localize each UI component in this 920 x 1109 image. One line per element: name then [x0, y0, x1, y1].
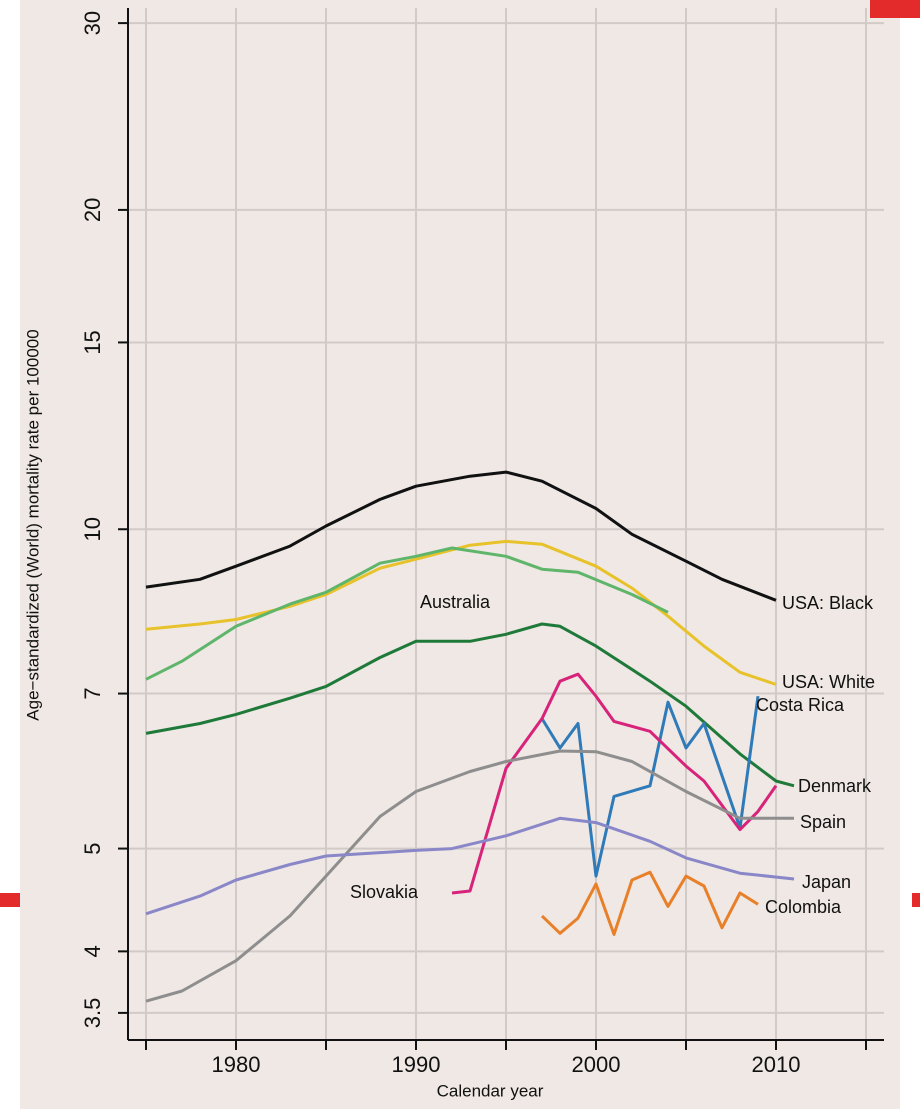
series-line — [540, 695, 760, 878]
x-tick-label: 2010 — [752, 1052, 801, 1077]
series-label: Australia — [420, 592, 491, 612]
x-tick-label: 1980 — [212, 1052, 261, 1077]
series-label: Slovakia — [350, 882, 419, 902]
series-label: USA: White — [782, 672, 875, 692]
y-tick-label: 4 — [80, 945, 105, 957]
series-label: Spain — [800, 812, 846, 832]
y-tick-label: 5 — [80, 842, 105, 854]
plot-background — [20, 0, 900, 1109]
series-label: Colombia — [765, 897, 842, 917]
series-label: Denmark — [798, 776, 872, 796]
decor-red — [0, 893, 20, 907]
y-tick-label: 30 — [80, 11, 105, 35]
y-tick-label: 20 — [80, 198, 105, 222]
x-axis-label: Calendar year — [437, 1081, 544, 1100]
y-tick-label: 7 — [80, 687, 105, 699]
decor-red — [870, 0, 920, 18]
y-tick-label: 3.5 — [80, 998, 105, 1029]
series-line — [145, 749, 794, 1003]
series-line — [145, 539, 777, 686]
x-tick-label: 2000 — [572, 1052, 621, 1077]
y-axis-label: Age−standardized (World) mortality rate … — [23, 329, 42, 720]
y-tick-label: 15 — [80, 330, 105, 354]
decor-red — [912, 893, 920, 907]
series-line — [540, 870, 759, 936]
series-line — [145, 470, 777, 602]
series-label: USA: Black — [782, 593, 874, 613]
series-line — [145, 546, 669, 681]
lines: USA: Black USA: White Australia Denmark Cost… — [145, 470, 875, 1003]
x-tick-label: 1990 — [392, 1052, 441, 1077]
series-label: Costa Rica — [756, 695, 845, 715]
series-label: Japan — [802, 872, 851, 892]
series-line — [145, 816, 795, 916]
axes: 3.5 4 5 7 10 15 20 30 1980 1990 2000 2010 — [80, 8, 884, 1077]
y-tick-label: 10 — [80, 517, 105, 541]
